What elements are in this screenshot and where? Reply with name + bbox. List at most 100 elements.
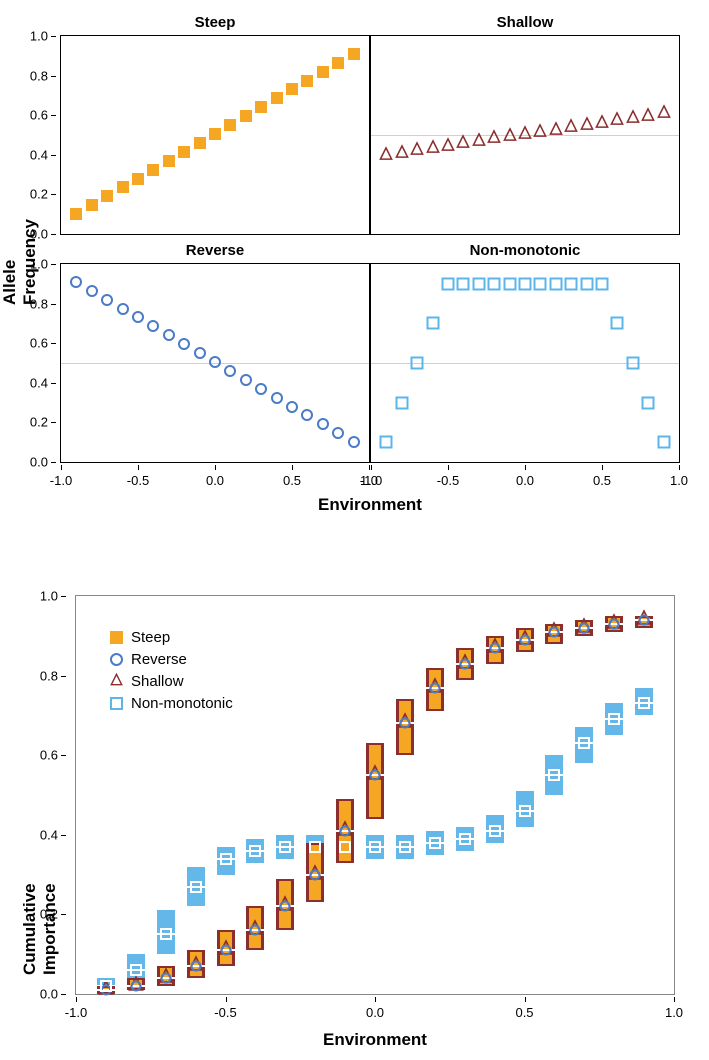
- data-point: [441, 137, 455, 156]
- data-point: [580, 117, 594, 136]
- data-point: [163, 329, 175, 341]
- bottom-chart: SteepReverseShallowNon-monotonic 0.00.20…: [75, 595, 675, 995]
- x-tick-label: 0.5: [283, 473, 301, 488]
- reverse-marker: [519, 634, 530, 645]
- data-point: [101, 190, 113, 202]
- data-point: [565, 277, 578, 290]
- reverse-marker: [310, 869, 321, 880]
- data-point: [657, 105, 671, 124]
- panel-title: Reverse: [61, 242, 369, 259]
- data-point: [626, 110, 640, 129]
- data-point: [132, 173, 144, 185]
- x-tick-label: -0.5: [437, 473, 459, 488]
- x-tick-label: 0.0: [366, 1005, 384, 1020]
- x-tick-label: -1.0: [65, 1005, 87, 1020]
- legend-item: Non-monotonic: [106, 692, 233, 714]
- y-tick-label: 0.8: [40, 668, 58, 683]
- reverse-marker: [280, 901, 291, 912]
- data-point: [488, 277, 501, 290]
- data-point: [395, 144, 409, 163]
- y-tick-label: 0.6: [40, 748, 58, 763]
- data-point: [348, 436, 360, 448]
- y-tick-label: 1.0: [30, 29, 48, 44]
- data-point: [209, 356, 221, 368]
- reverse-marker: [429, 682, 440, 693]
- x-tick-label: 0.0: [516, 473, 534, 488]
- data-point: [286, 83, 298, 95]
- data-point: [117, 303, 129, 315]
- data-point: [642, 396, 655, 409]
- reverse-marker: [489, 642, 500, 653]
- legend-item: Steep: [106, 626, 233, 648]
- y-tick-label: 0.2: [30, 415, 48, 430]
- data-point: [70, 276, 82, 288]
- data-point: [411, 357, 424, 370]
- data-point: [301, 409, 313, 421]
- data-point: [271, 92, 283, 104]
- y-tick-label: 0.6: [30, 336, 48, 351]
- data-point: [503, 277, 516, 290]
- y-tick-label: 0.2: [30, 187, 48, 202]
- data-point: [286, 401, 298, 413]
- data-point: [240, 110, 252, 122]
- data-point: [657, 436, 670, 449]
- data-point: [178, 146, 190, 158]
- x-tick-label: 1.0: [665, 1005, 683, 1020]
- data-point: [271, 392, 283, 404]
- legend-label: Reverse: [131, 651, 187, 668]
- data-point: [224, 119, 236, 131]
- y-tick-label: 0.2: [40, 907, 58, 922]
- data-point: [549, 277, 562, 290]
- reverse-marker: [609, 618, 620, 629]
- reverse-marker: [399, 718, 410, 729]
- reverse-marker: [190, 961, 201, 972]
- legend-label: Shallow: [131, 673, 184, 690]
- data-point: [442, 277, 455, 290]
- data-point: [580, 277, 593, 290]
- data-point: [332, 57, 344, 69]
- panel-title: Steep: [61, 14, 369, 31]
- data-point: [487, 129, 501, 148]
- data-point: [301, 75, 313, 87]
- data-point: [456, 134, 470, 153]
- reverse-marker: [579, 622, 590, 633]
- data-point: [533, 124, 547, 143]
- data-point: [410, 141, 424, 160]
- data-point: [132, 311, 144, 323]
- data-point: [641, 108, 655, 127]
- data-point: [595, 115, 609, 134]
- data-point: [332, 427, 344, 439]
- data-point: [472, 132, 486, 151]
- data-point: [147, 164, 159, 176]
- legend-label: Non-monotonic: [131, 695, 233, 712]
- x-tick-label: 1.0: [670, 473, 688, 488]
- x-tick-label: 0.5: [515, 1005, 533, 1020]
- y-tick-label: 0.0: [30, 227, 48, 242]
- data-point: [163, 155, 175, 167]
- legend-item: Reverse: [106, 648, 233, 670]
- reverse-marker: [639, 614, 650, 625]
- data-point: [626, 357, 639, 370]
- y-tick-label: 1.0: [40, 589, 58, 604]
- data-point: [380, 436, 393, 449]
- y-tick-label: 0.0: [40, 987, 58, 1002]
- data-point: [255, 101, 267, 113]
- data-point: [147, 320, 159, 332]
- x-tick-label: 0.0: [206, 473, 224, 488]
- x-tick-label: -0.5: [127, 473, 149, 488]
- data-point: [255, 383, 267, 395]
- data-point: [379, 146, 393, 165]
- x-tick-label: 0.5: [593, 473, 611, 488]
- data-point: [348, 48, 360, 60]
- y-tick-label: 0.6: [30, 108, 48, 123]
- x-tick-label: -1.0: [50, 473, 72, 488]
- data-point: [194, 137, 206, 149]
- legend-item: Shallow: [106, 670, 233, 692]
- data-point: [101, 294, 113, 306]
- data-point: [426, 317, 439, 330]
- bottom-x-axis-label: Environment: [75, 1030, 675, 1050]
- panel-nonmono: Non-monotonic-1.0-0.50.00.51.0: [370, 263, 680, 463]
- reverse-marker: [549, 626, 560, 637]
- reverse-marker: [130, 981, 141, 992]
- top-panel-grid: Steep0.00.20.40.60.81.0ShallowReverse0.0…: [60, 35, 680, 463]
